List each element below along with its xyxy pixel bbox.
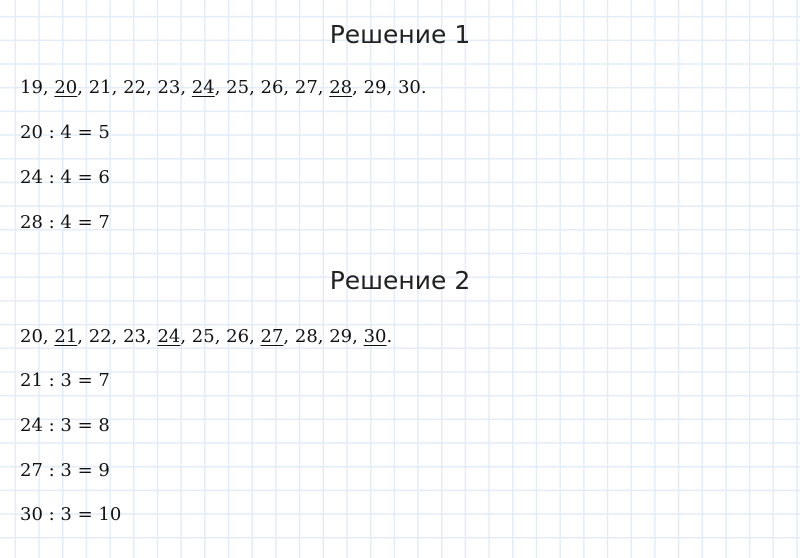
number: 25 — [226, 77, 250, 98]
number: 23 — [123, 326, 146, 347]
number: 20 — [20, 326, 43, 347]
underlined-number: 28 — [329, 77, 353, 98]
underlined-number: 30 — [363, 326, 387, 347]
number: 30 — [397, 77, 421, 98]
number: 21 — [88, 77, 112, 98]
number-sequence: 19, 20, 21, 22, 23, 24, 25, 26, 27, 28, … — [20, 77, 427, 98]
number: 19 — [20, 77, 43, 98]
number: 29 — [363, 77, 387, 98]
equation: 24 : 3 = 8 — [20, 415, 110, 436]
underlined-number: 20 — [54, 77, 78, 98]
number: 26 — [226, 326, 250, 347]
number: 22 — [123, 77, 146, 98]
equation: 24 : 4 = 6 — [20, 167, 110, 188]
number: 25 — [191, 326, 215, 347]
underlined-number: 24 — [157, 326, 181, 347]
solution-title: Решение 2 — [329, 266, 471, 295]
equation: 28 : 4 = 7 — [20, 212, 110, 233]
number: 28 — [294, 326, 318, 347]
underlined-number: 21 — [54, 326, 78, 347]
equation: 27 : 3 = 9 — [20, 460, 110, 481]
number: 23 — [157, 77, 181, 98]
underlined-number: 27 — [260, 326, 284, 347]
number: 22 — [88, 326, 112, 347]
equation: 21 : 3 = 7 — [20, 370, 110, 391]
number: 26 — [260, 77, 284, 98]
number-sequence: 20, 21, 22, 23, 24, 25, 26, 27, 28, 29, … — [20, 326, 393, 347]
number: 27 — [294, 77, 318, 98]
solution-title: Решение 1 — [329, 20, 471, 49]
number: 29 — [329, 326, 353, 347]
equation: 30 : 3 = 10 — [20, 504, 122, 525]
underlined-number: 24 — [191, 77, 215, 98]
equation: 20 : 4 = 5 — [20, 122, 110, 143]
